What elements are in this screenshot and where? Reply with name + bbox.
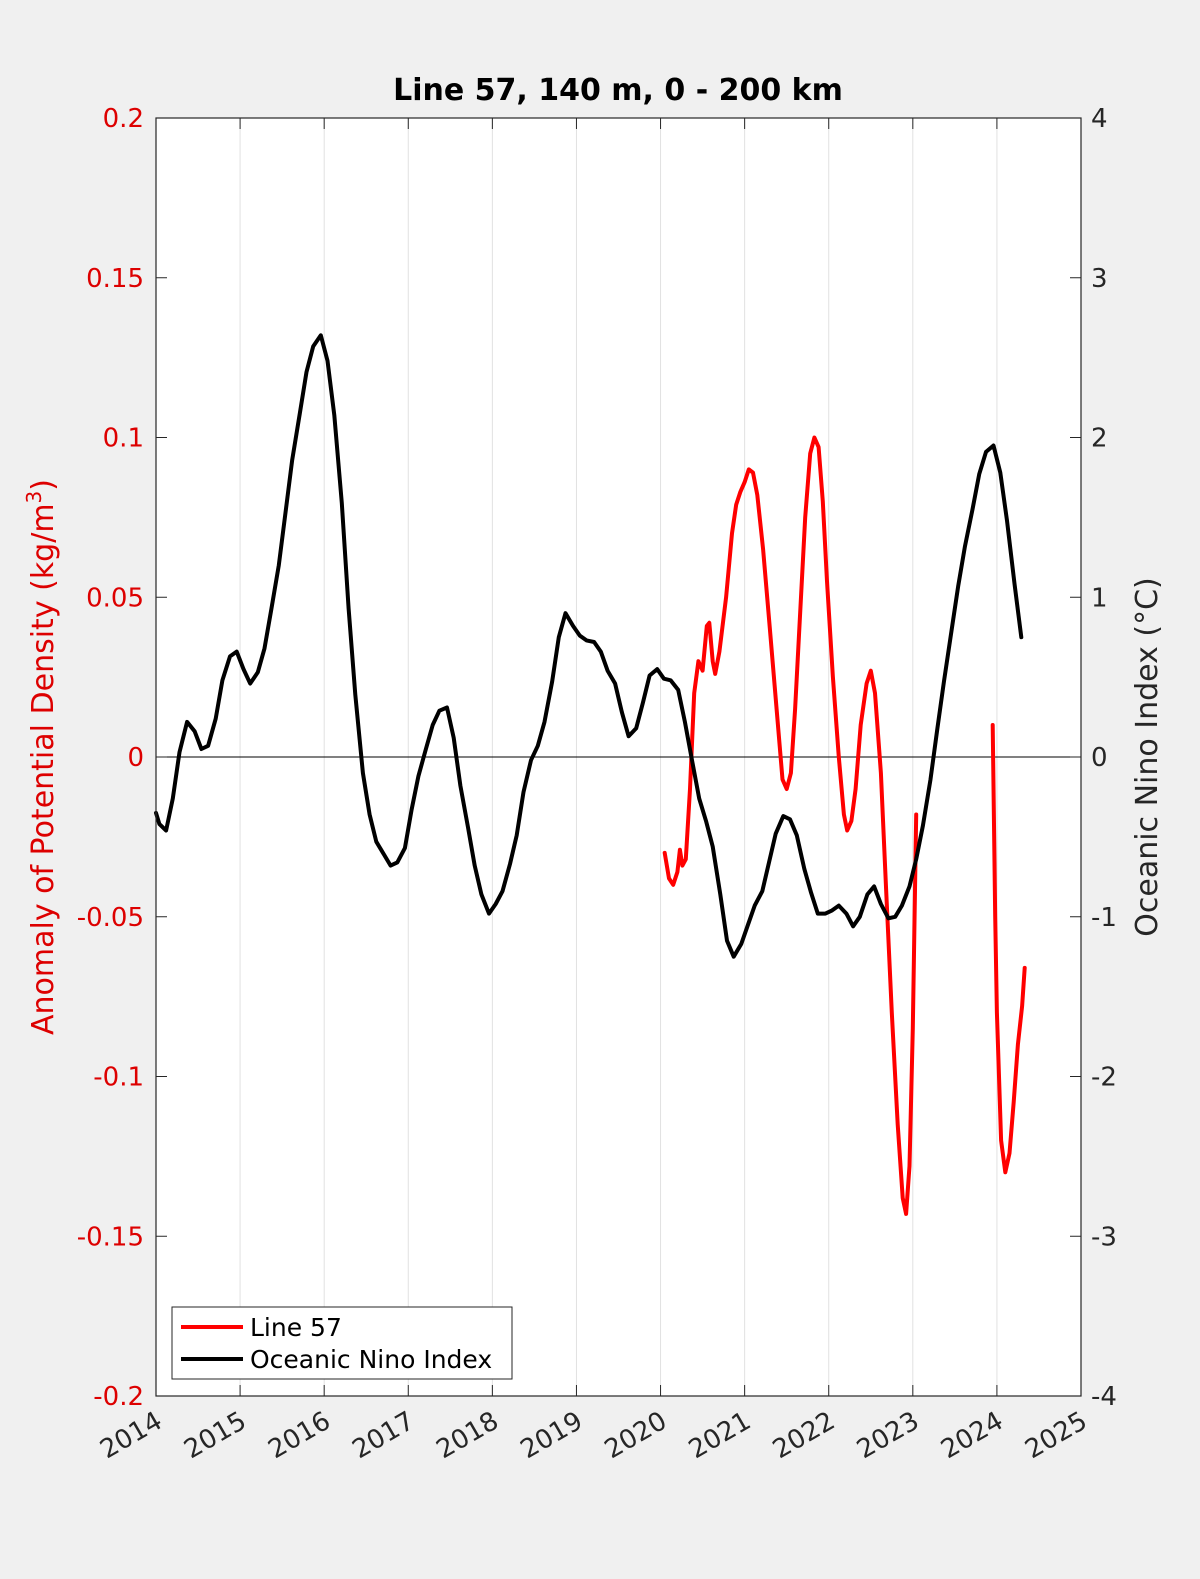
y-right-axis-title: Oceanic Nino Index (°C)	[1130, 577, 1165, 937]
y-right-tick-labels: -4 -3 -2 -1 0 1 2 3 4	[1091, 104, 1117, 1412]
y-left-tick-label: 0.1	[103, 424, 144, 454]
y-left-tick-label: 0.05	[86, 583, 144, 613]
y-right-tick-label: 4	[1091, 104, 1108, 134]
chart-title: Line 57, 140 m, 0 - 200 km	[393, 73, 843, 108]
y-left-axis-title-close: )	[26, 479, 61, 491]
y-right-tick-label: -3	[1091, 1222, 1117, 1252]
series-line-line-57	[990, 723, 1027, 1175]
series-line-oceanic-nino-index	[154, 333, 1024, 959]
y-left-axis-title-main: Anomaly of Potential Density (kg/m	[26, 503, 61, 1035]
legend-label-oni: Oceanic Nino Index	[250, 1345, 492, 1374]
y-right-tick-label: 1	[1091, 583, 1108, 613]
y-right-tick-label: -2	[1091, 1063, 1117, 1093]
y-left-tick-label: 0.15	[86, 264, 144, 294]
legend-label-line57: Line 57	[250, 1313, 342, 1342]
series-layer	[154, 333, 1027, 1216]
axis-ticks	[155, 117, 1082, 1397]
series-line-line-57	[662, 435, 919, 1216]
y-left-tick-label: -0.15	[77, 1222, 144, 1252]
y-left-tick-labels: -0.2 -0.15 -0.1 -0.05 0 0.05 0.1 0.15 0.2	[77, 104, 144, 1412]
y-left-tick-label: -0.2	[93, 1382, 144, 1412]
y-left-tick-label: 0	[127, 743, 144, 773]
y-right-tick-label: 0	[1091, 743, 1108, 773]
y-left-axis-title-sup: 3	[22, 491, 46, 504]
y-left-tick-label: -0.1	[93, 1063, 144, 1093]
y-right-tick-label: -1	[1091, 903, 1117, 933]
legend-box	[171, 1306, 513, 1380]
y-right-tick-label: -4	[1091, 1382, 1117, 1412]
y-right-tick-label: 2	[1091, 424, 1108, 454]
y-left-tick-label: 0.2	[103, 104, 144, 134]
legend: Line 57 Oceanic Nino Index	[171, 1306, 513, 1380]
y-left-tick-label: -0.05	[77, 903, 144, 933]
y-left-axis-title: Anomaly of Potential Density (kg/m3)	[22, 479, 61, 1035]
y-right-tick-label: 3	[1091, 264, 1108, 294]
